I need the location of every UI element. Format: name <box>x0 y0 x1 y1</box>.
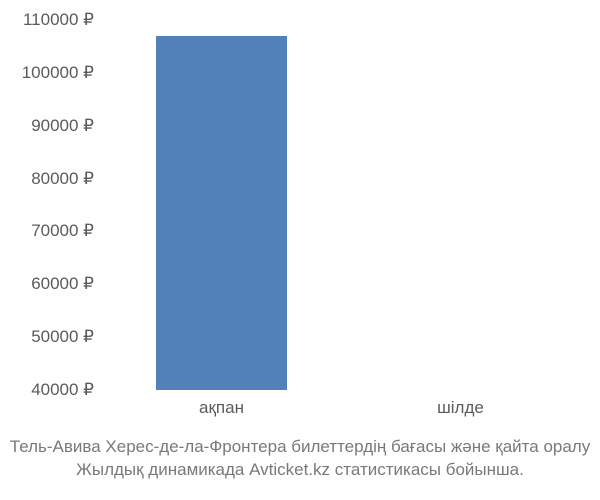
y-tick-label: 50000 ₽ <box>31 327 94 347</box>
chart-caption: Тель-Авива Херес-де-ла-Фронтера билеттер… <box>0 436 600 482</box>
plot-area <box>102 20 580 390</box>
y-tick-label: 90000 ₽ <box>31 116 94 136</box>
y-tick-label: 110000 ₽ <box>23 10 94 30</box>
y-tick-label: 100000 ₽ <box>22 63 94 83</box>
y-tick-label: 60000 ₽ <box>31 274 94 294</box>
y-axis: 40000 ₽ 50000 ₽ 60000 ₽ 70000 ₽ 80000 ₽ 90000… <box>0 0 102 420</box>
y-tick-label: 40000 ₽ <box>31 380 94 400</box>
x-tick-label: шілде <box>437 398 484 418</box>
x-axis-labels: ақпан шілде <box>102 398 580 422</box>
caption-line-1: Тель-Авива Херес-де-ла-Фронтера билеттер… <box>0 436 600 459</box>
bar <box>156 36 287 390</box>
x-tick-label: ақпан <box>199 398 244 418</box>
y-tick-label: 70000 ₽ <box>31 221 94 241</box>
y-tick-label: 80000 ₽ <box>31 169 94 189</box>
caption-line-2: Жылдық динамикада Avticket.kz статистика… <box>0 459 600 482</box>
chart-area: 40000 ₽ 50000 ₽ 60000 ₽ 70000 ₽ 80000 ₽ 90000… <box>0 0 600 420</box>
